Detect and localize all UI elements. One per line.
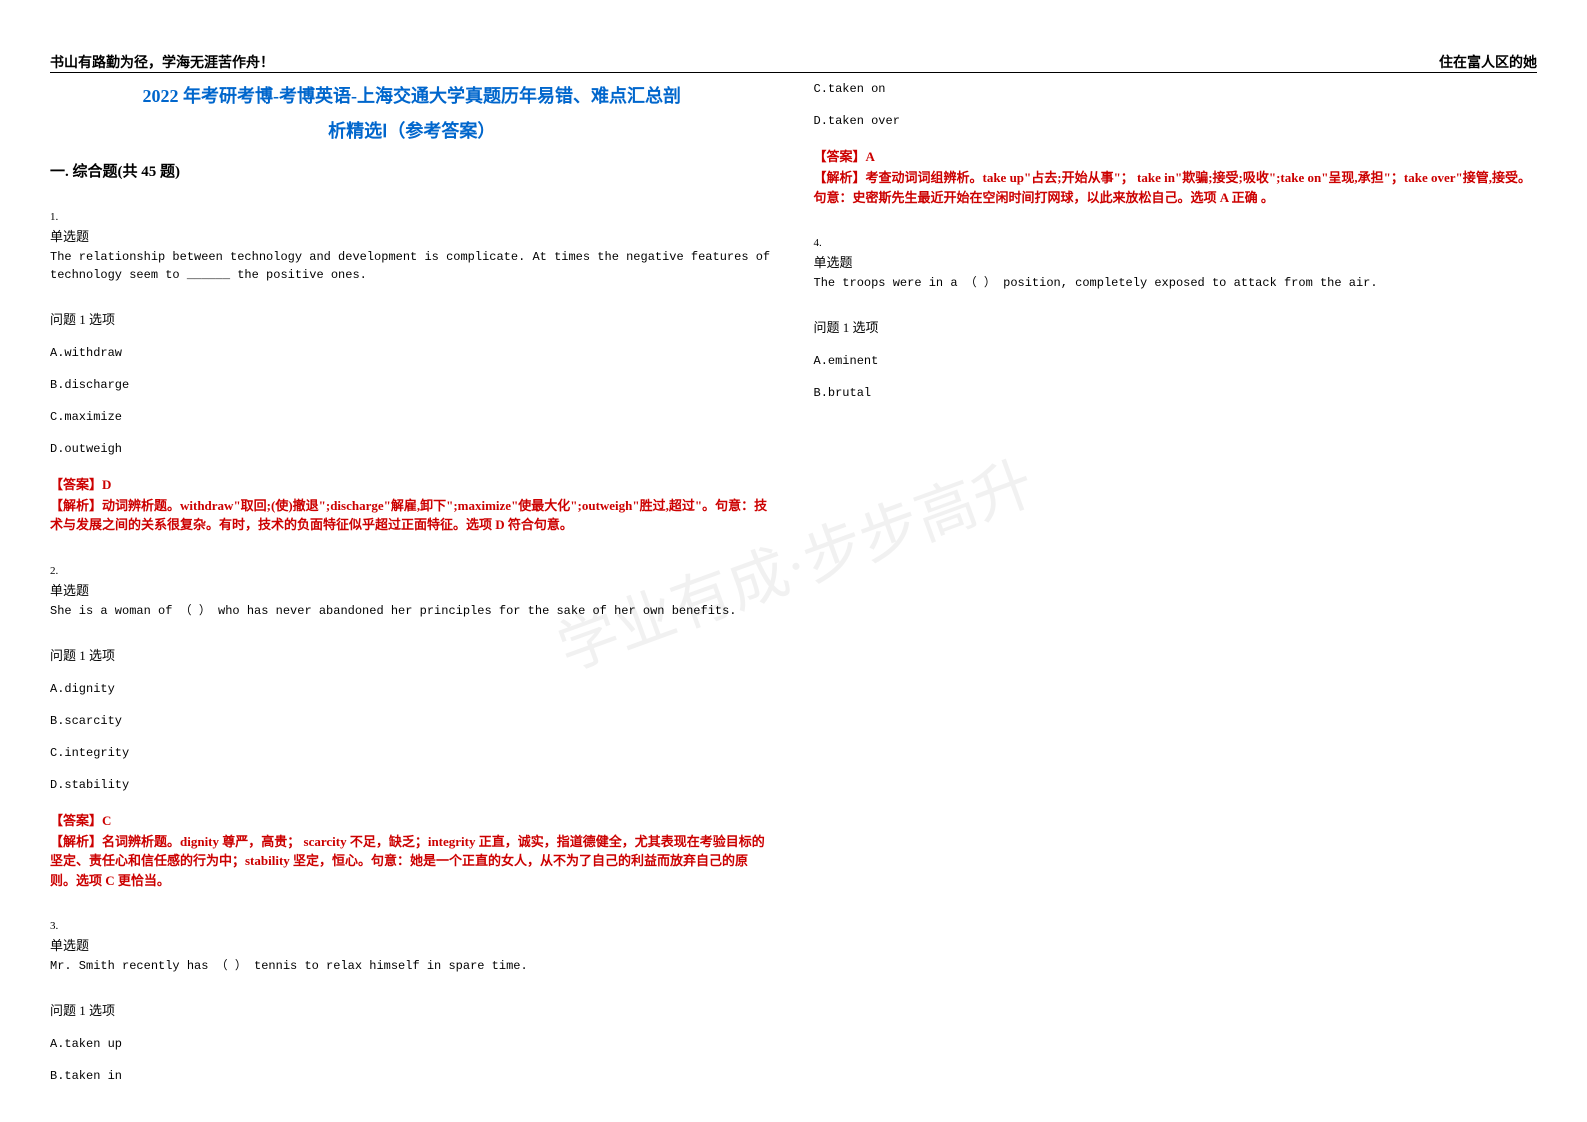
header-divider (50, 72, 1537, 73)
answer-explanation: 【解析】动词辨析题。withdraw"取回;(使)撤退";discharge"解… (50, 496, 774, 535)
question-number: 4. (814, 237, 1538, 249)
question-stem: The relationship between technology and … (50, 248, 774, 284)
header-right: 住在富人区的她 (1439, 52, 1537, 72)
option-b: B.discharge (50, 378, 774, 392)
question-type: 单选题 (50, 935, 774, 954)
option-d: D.taken over (814, 114, 1538, 128)
question-number: 2. (50, 565, 774, 577)
option-heading: 问题 1 选项 (50, 1000, 774, 1019)
answer-label: 【答案】A (814, 146, 1538, 165)
option-c: C.taken on (814, 82, 1538, 96)
question-type: 单选题 (50, 580, 774, 599)
option-c: C.integrity (50, 746, 774, 760)
option-a: A.dignity (50, 682, 774, 696)
question-stem: The troops were in a （ ） position, compl… (814, 274, 1538, 292)
question-type: 单选题 (814, 252, 1538, 271)
answer-label: 【答案】D (50, 474, 774, 493)
main-content: 2022 年考研考博-考博英语-上海交通大学真题历年易错、难点汇总剖 析精选Ⅰ（… (50, 82, 1537, 1092)
question-stem: Mr. Smith recently has （ ） tennis to rel… (50, 957, 774, 975)
document-title-line1: 2022 年考研考博-考博英语-上海交通大学真题历年易错、难点汇总剖 (50, 82, 774, 111)
answer-explanation: 【解析】名词辨析题。dignity 尊严，高贵； scarcity 不足，缺乏；… (50, 832, 774, 891)
option-b: B.scarcity (50, 714, 774, 728)
option-a: A.eminent (814, 354, 1538, 368)
document-title-line2: 析精选Ⅰ（参考答案） (50, 117, 774, 146)
option-a: A.taken up (50, 1037, 774, 1051)
option-c: C.maximize (50, 410, 774, 424)
question-number: 1. (50, 211, 774, 223)
answer-explanation: 【解析】考查动词词组辨析。take up"占去;开始从事"； take in"欺… (814, 168, 1538, 207)
section-heading: 一. 综合题(共 45 题) (50, 160, 774, 181)
question-type: 单选题 (50, 226, 774, 245)
option-b: B.brutal (814, 386, 1538, 400)
option-heading: 问题 1 选项 (50, 645, 774, 664)
answer-label: 【答案】C (50, 810, 774, 829)
question-number: 3. (50, 920, 774, 932)
question-stem: She is a woman of （ ） who has never aban… (50, 602, 774, 620)
option-d: D.stability (50, 778, 774, 792)
option-heading: 问题 1 选项 (814, 317, 1538, 336)
option-b: B.taken in (50, 1069, 774, 1083)
option-a: A.withdraw (50, 346, 774, 360)
option-d: D.outweigh (50, 442, 774, 456)
header-left: 书山有路勤为径，学海无涯苦作舟！ (50, 52, 274, 72)
option-heading: 问题 1 选项 (50, 309, 774, 328)
